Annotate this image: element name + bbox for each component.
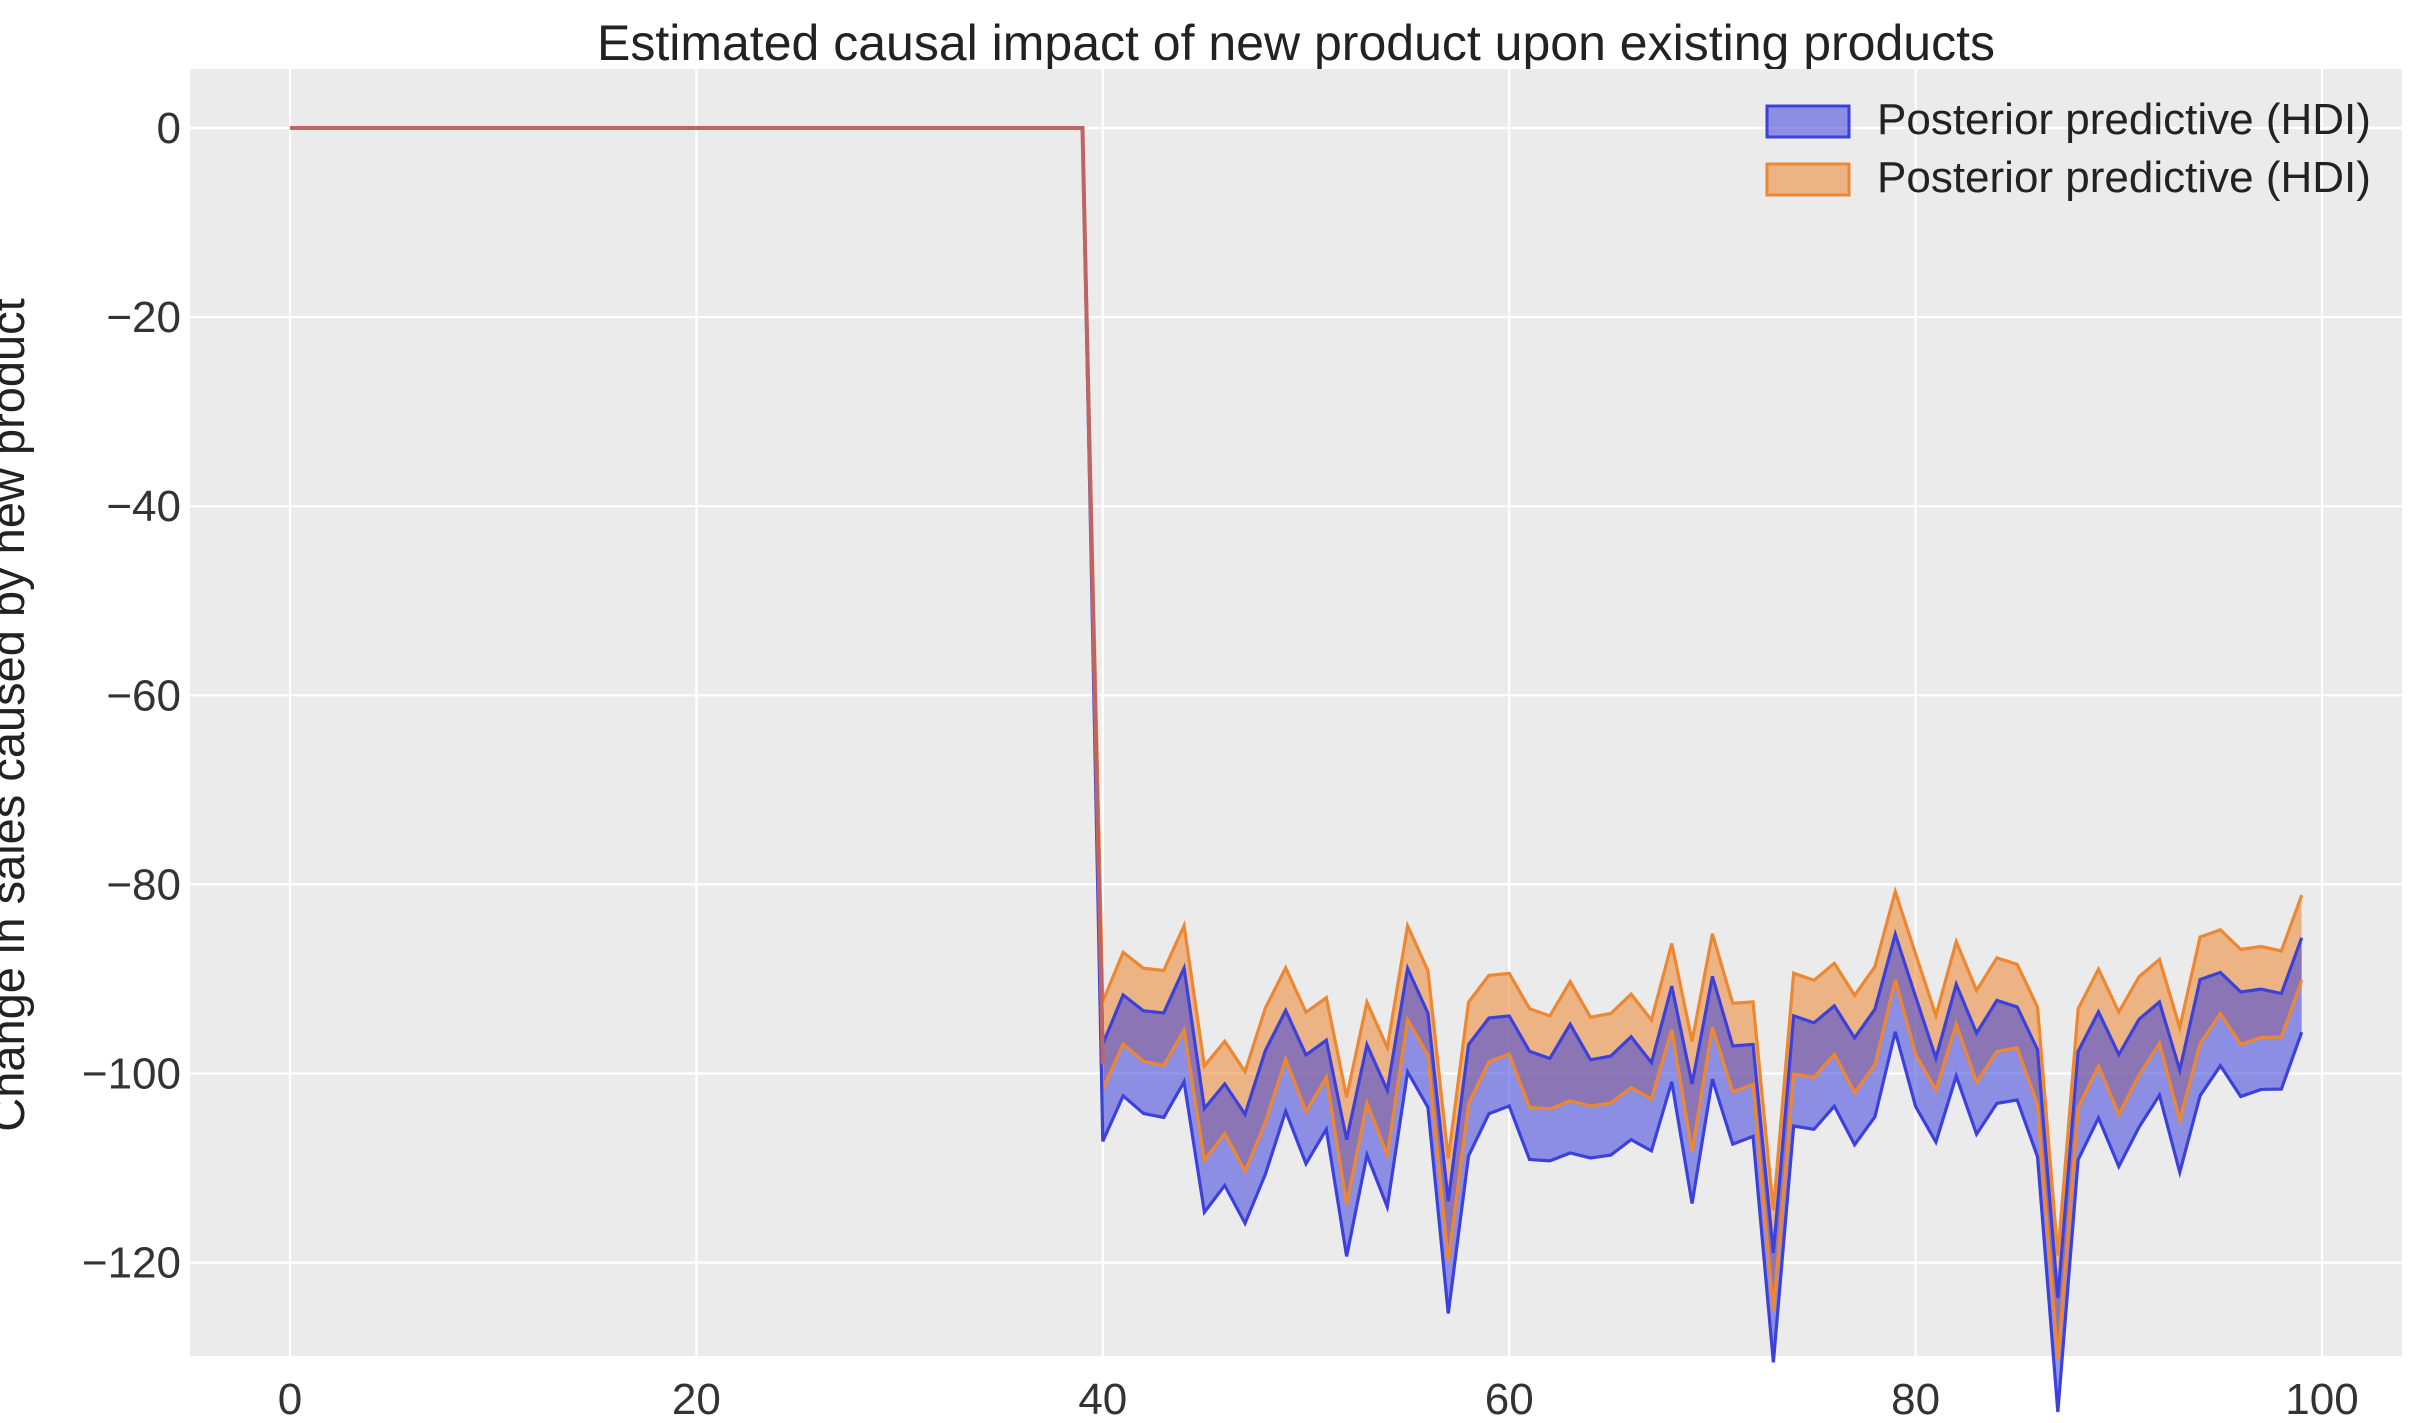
svg-text:0: 0 (157, 104, 181, 153)
svg-text:100: 100 (2285, 1375, 2358, 1423)
svg-text:−120: −120 (82, 1239, 181, 1288)
svg-text:−80: −80 (106, 860, 181, 909)
svg-text:20: 20 (672, 1375, 721, 1423)
svg-text:−20: −20 (106, 293, 181, 342)
svg-text:−40: −40 (106, 482, 181, 531)
svg-text:80: 80 (1891, 1375, 1940, 1423)
svg-text:0: 0 (278, 1375, 302, 1423)
svg-text:−60: −60 (106, 671, 181, 720)
svg-text:Posterior predictive (HDI): Posterior predictive (HDI) (1877, 95, 2371, 144)
svg-text:−100: −100 (82, 1050, 181, 1099)
svg-text:60: 60 (1485, 1375, 1534, 1423)
svg-text:40: 40 (1078, 1375, 1127, 1423)
svg-text:Posterior predictive (HDI): Posterior predictive (HDI) (1877, 153, 2371, 202)
